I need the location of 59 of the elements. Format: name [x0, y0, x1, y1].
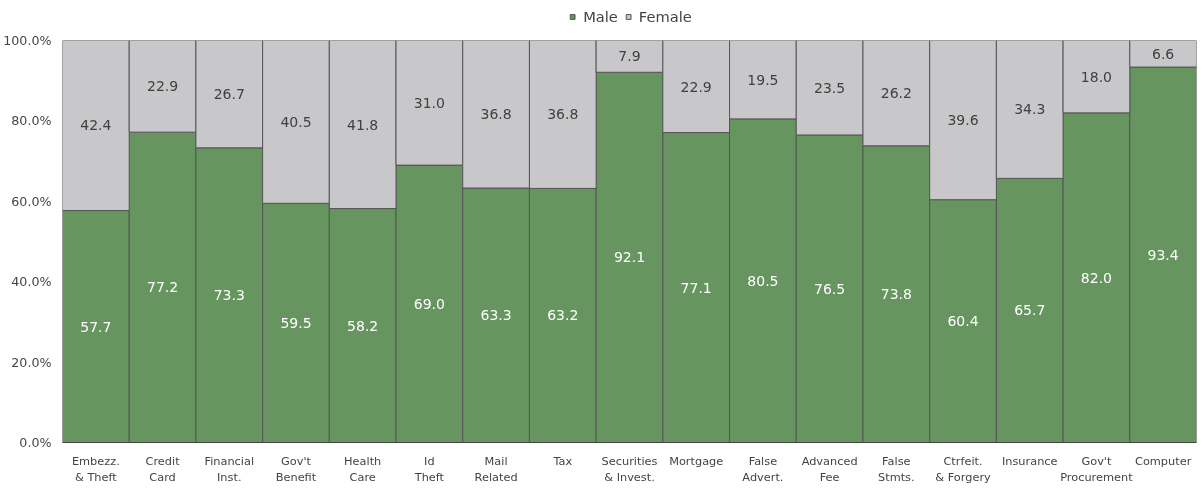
data-label: 59.5	[280, 314, 312, 331]
data-label: 63.2	[547, 307, 579, 324]
legend-label: Female	[638, 7, 692, 25]
data-label: 73.3	[213, 287, 245, 304]
x-tick-label: Ctrfeit. & Forgery	[935, 453, 992, 485]
y-tick-label: 40.0%	[11, 274, 52, 290]
data-label: 23.5	[814, 79, 846, 96]
y-tick-label: 80.0%	[11, 113, 52, 129]
data-label: 36.8	[547, 106, 579, 123]
data-label: 41.8	[347, 116, 379, 133]
y-tick-label: 100.0%	[3, 33, 52, 48]
data-label: 22.9	[146, 78, 179, 95]
x-tick-label: Credit Card	[145, 453, 181, 485]
x-tick-label: Computer	[1134, 453, 1192, 468]
data-label: 42.4	[80, 117, 112, 134]
x-tick-label: Advanced Fee	[801, 453, 858, 485]
data-label: 93.4	[1147, 246, 1179, 263]
data-label: 58.2	[347, 317, 379, 334]
x-tick-label: Insurance	[1001, 453, 1058, 468]
x-tick-label: Health Care	[344, 453, 382, 485]
data-label: 40.5	[280, 113, 312, 130]
data-label: 80.5	[747, 272, 779, 289]
data-label: 26.7	[213, 86, 245, 103]
x-tick-label: Mail Related	[474, 453, 518, 485]
data-label: 73.8	[880, 286, 912, 303]
y-tick-label: 20.0%	[11, 354, 52, 370]
data-label: 26.2	[880, 85, 912, 102]
data-label: 7.9	[618, 48, 641, 65]
x-tick-label: Tax	[552, 453, 573, 468]
data-label: 18.0	[1080, 68, 1113, 85]
y-tick-label: 60.0%	[11, 193, 52, 209]
x-tick-label: Gov't Benefit	[275, 453, 317, 485]
x-tick-label: Financial Inst.	[204, 453, 255, 485]
data-label: 76.5	[814, 280, 846, 297]
data-label: 60.4	[947, 313, 979, 330]
data-label: 69.0	[413, 295, 445, 312]
x-tick-label: Embezz. & Theft	[71, 453, 120, 485]
data-label: 57.7	[80, 318, 112, 335]
x-tick-label: Securities & Invest.	[601, 453, 658, 485]
data-label: 63.3	[480, 307, 512, 324]
data-label: 39.6	[947, 112, 979, 129]
x-tick-label: Mortgage	[669, 453, 724, 468]
x-tick-label: Gov't Procurement	[1060, 453, 1134, 485]
data-label: 19.5	[747, 71, 779, 88]
data-label: 77.1	[680, 279, 712, 296]
data-label: 82.0	[1080, 269, 1113, 286]
y-tick-label: 0.0%	[19, 435, 52, 450]
legend-label: Male	[583, 7, 618, 25]
data-label: 31.0	[413, 94, 445, 111]
data-label: 65.7	[1014, 302, 1046, 319]
data-label: 6.6	[1152, 45, 1175, 62]
data-label: 22.9	[680, 78, 712, 95]
x-tick-label: False Stmts.	[878, 453, 915, 485]
x-tick-label: False Advert.	[742, 453, 784, 485]
data-label: 77.2	[146, 279, 179, 296]
data-label: 34.3	[1014, 101, 1046, 118]
data-label: 36.8	[480, 106, 512, 123]
x-tick-label: Id Theft	[413, 453, 445, 485]
data-label: 92.1	[613, 249, 646, 266]
